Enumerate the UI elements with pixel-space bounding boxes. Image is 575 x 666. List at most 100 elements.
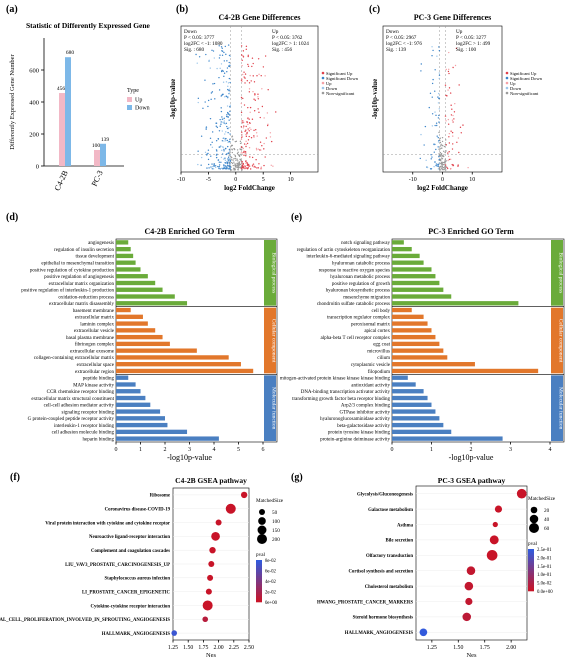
panel-g-title: PC-3 GSEA pathway — [438, 476, 506, 485]
panel-a-category-label: PC-3 — [90, 169, 105, 188]
panel-e-term-label: apical cortex — [364, 329, 390, 334]
panel-b-point-down — [215, 149, 218, 151]
panel-d-bar — [116, 395, 146, 401]
panel-b-point-down — [197, 150, 199, 152]
panel-b-point-down — [218, 166, 220, 168]
panel-b-point-down — [226, 165, 229, 168]
panel-c-point-down — [420, 63, 422, 65]
panel-c-legend-label: Non-significant — [510, 91, 539, 96]
panel-b-point-down — [227, 152, 230, 155]
panel-e-term-label: alpha-beta T cell receptor complex — [320, 336, 390, 341]
panel-b-point-down — [215, 140, 218, 142]
panel-b-point-up — [255, 159, 257, 161]
panel-f-size-legend-label: 200 — [272, 537, 280, 543]
panel-c-point-down — [423, 144, 425, 146]
panel-c-point-up — [447, 155, 450, 158]
panel-d-bar — [116, 301, 188, 306]
panel-f-size-legend-dot — [258, 517, 266, 525]
panel-d-term-label: extracellular matrix disassembly — [49, 302, 114, 307]
panel-b-down-stat: P < 0.05: 3777 — [184, 35, 215, 41]
panel-b-point-down — [227, 131, 229, 134]
panel-c-point-down — [435, 114, 437, 117]
panel-f-size-legend-dot — [259, 509, 265, 515]
panel-b-point-down — [217, 138, 220, 140]
panel-b-point-down — [226, 67, 229, 69]
panel-c-point-up — [454, 64, 457, 67]
panel-a-title: Statistic of Differently Expressed Gene — [26, 21, 151, 30]
panel-c-point-up — [451, 119, 454, 121]
panel-f-size-legend-label: 50 — [272, 510, 278, 516]
panel-b-legend-label: Significant Down — [326, 76, 359, 81]
panel-b-point-up — [264, 55, 267, 57]
panel-a-legend-label: Up — [135, 98, 142, 104]
panel-c-up-stat: Up — [456, 29, 463, 35]
panel-c-xtick-label: -10 — [409, 177, 417, 183]
panel-g-pathway-label: Cholesterol metabolism — [365, 585, 413, 590]
panel-e-bar — [392, 416, 440, 421]
panel-b-point-down — [218, 76, 220, 79]
panel-b-point-down — [229, 154, 231, 156]
panel-b-point-down — [229, 157, 231, 160]
panel-c-point-down — [424, 125, 427, 128]
panel-g-colorbar-label: 5.0e-02 — [537, 582, 552, 587]
panel-b-point-up — [241, 133, 243, 136]
panel-f-colorbar-step — [256, 570, 262, 573]
panel-b-point-down — [227, 96, 229, 98]
panel-b-point-down — [218, 161, 221, 163]
panel-b-point-ns — [231, 136, 233, 138]
panel-b-legend-label: Significant Up — [326, 71, 353, 76]
panel-b-point-down — [210, 166, 212, 168]
panel-f-pathway-label: LIU_VAV3_PROSTATE_CARCINOGENESIS_UP — [65, 563, 170, 568]
panel-e-bar — [392, 260, 424, 265]
panel-b-point-down — [218, 167, 220, 170]
panel-g-colorbar-label: 1.5e-01 — [537, 565, 552, 570]
panel-g-point — [464, 581, 474, 591]
panel-f-colorbar-step — [256, 564, 262, 567]
panel-e-bar — [392, 307, 412, 313]
panel-f-point — [208, 561, 215, 567]
panel-f-point — [215, 519, 222, 526]
panel-c-point-ns — [443, 162, 446, 164]
panel-e-term-label: positive regulation of growth — [332, 282, 391, 287]
panel-e-bar — [392, 274, 436, 279]
panel-g-colorbar-step — [528, 561, 534, 564]
panel-b-point-up — [245, 160, 247, 163]
panel-b-letter: (b) — [176, 4, 188, 15]
panel-c-point-ns — [440, 143, 442, 145]
panel-e-term-label: response to reactive oxygen species — [319, 268, 390, 273]
panel-b-down-stat: log2FC < -1: 1080 — [184, 41, 223, 47]
panel-g-size-legend-label: 60 — [544, 526, 550, 532]
panel-b-point-ns — [237, 151, 239, 154]
panel-c-point-down — [425, 159, 427, 161]
panel-b-point-down — [226, 125, 228, 128]
panel-c-legend-label: Significant Up — [510, 71, 537, 76]
panel-c-point-down — [438, 114, 440, 117]
panel-b-point-up — [256, 167, 258, 169]
panel-c-point-up — [448, 136, 450, 138]
panel-b-point-down — [223, 51, 225, 54]
panel-b-point-up — [244, 130, 246, 133]
panel-b-point-ns — [236, 166, 238, 169]
panel-g-plot-frame — [415, 485, 528, 641]
panel-e-term-label: protein tyrosine kinase binding — [328, 431, 391, 436]
panel-e-term-label: hyaluronan metabolic process — [330, 275, 390, 280]
panel-b-point-down — [227, 82, 230, 84]
panel-f-point — [205, 588, 212, 595]
panel-b-point-down — [229, 81, 231, 84]
panel-c-point-up — [448, 142, 451, 144]
panel-b-up-stat: Up — [272, 29, 279, 35]
panel-b-point-up — [240, 102, 243, 105]
panel-b-point-down — [227, 44, 230, 46]
panel-c-point-down — [430, 158, 432, 160]
panel-b-point-up — [245, 129, 247, 131]
panel-e-term-label: cell body — [372, 309, 391, 314]
panel-f-colorbar-step — [256, 566, 262, 569]
panel-f-point — [202, 600, 213, 611]
panel-b-point-down — [213, 163, 215, 165]
panel-e-bar — [392, 253, 420, 259]
panel-c-point-up — [448, 158, 451, 161]
panel-b-point-ns — [234, 140, 237, 143]
panel-b-point-ns — [236, 149, 239, 151]
panel-b-point-up — [247, 63, 249, 66]
panel-f-point — [207, 574, 214, 581]
